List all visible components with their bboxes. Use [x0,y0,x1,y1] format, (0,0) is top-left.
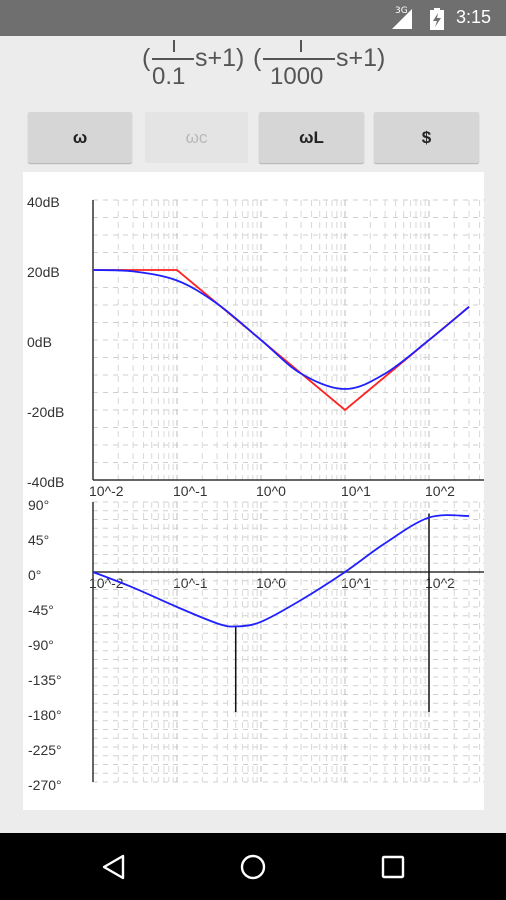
mag-x-label-1e-2: 10^-2 [89,483,124,499]
mag-tick-label-neg20: -20dB [27,404,65,420]
phase-tick-label-0: 0° [28,567,42,583]
mag-tick-label-40: 40dB [27,194,60,210]
denominator-2: 1000 [270,63,324,90]
transfer-function-formula: ( 0.1 s+1) ( 1000 s+1) [0,36,506,102]
mag-x-label-1e2: 10^2 [425,483,455,499]
fraction-bar-1 [152,58,194,60]
mag-tick-label-20: 20dB [27,264,60,280]
omega-button[interactable]: ω [28,112,132,163]
phase-tick-label-90: 90° [28,497,50,513]
home-button[interactable] [228,847,278,887]
fraction-bar-2 [263,58,335,60]
navigation-bar [0,833,506,900]
battery-charging-icon [430,8,444,30]
mag-x-label-1e1: 10^1 [341,483,371,499]
back-icon [102,854,125,880]
dollar-button[interactable]: $ [374,112,479,163]
phase-series-0 [92,514,470,628]
omega-l-button[interactable]: ωL [259,112,364,163]
tail-2: s+1) [336,44,386,72]
recents-icon [381,855,405,879]
mag-x-label-1e-1: 10^-1 [173,483,208,499]
omega-c-button[interactable]: ωc [145,112,248,163]
mag-tick-label-neg40: -40dB [27,474,65,490]
phase-x-label-1e2: 10^2 [425,575,455,591]
tail-1: s+1) [195,44,245,72]
magnitude-series-1 [92,269,470,390]
open-paren-1: ( [142,44,151,72]
phase-x-label-1e-1: 10^-1 [173,575,208,591]
phase-tick-label-neg270: -270° [28,777,62,793]
phase-tick-label-neg180: -180° [28,707,62,723]
phase-tick-label-neg225: -225° [28,742,62,758]
numerator-1 [173,40,175,52]
phase-tick-label-45: 45° [28,532,50,548]
phase-x-label-1e0: 10^0 [256,575,286,591]
signal-icon [392,9,412,29]
mag-tick-label-0: 0dB [27,334,52,350]
bode-plot-panel: 40dB 20dB 0dB -20dB -40dB 10^-2 10^-1 10… [23,172,484,810]
phase-tick-label-neg90: -90° [28,637,54,653]
mag-x-label-1e0: 10^0 [256,483,286,499]
magnitude-series-0 [93,269,470,412]
phase-x-label-1e-2: 10^-2 [89,575,124,591]
open-paren-2: ( [253,44,262,72]
phase-tick-label-neg45: -45° [28,602,54,618]
recents-button[interactable] [368,847,418,887]
phase-x-label-1e1: 10^1 [341,575,371,591]
phase-tick-label-neg135: -135° [28,672,62,688]
numerator-2 [300,40,302,52]
clock: 3:15 [456,7,492,27]
denominator-1: 0.1 [152,63,186,90]
back-button[interactable] [89,847,139,887]
bode-plot-svg [92,199,484,783]
network-type: 3G [395,6,408,16]
status-bar: 3G 3:15 [0,0,506,36]
home-icon [240,854,266,880]
